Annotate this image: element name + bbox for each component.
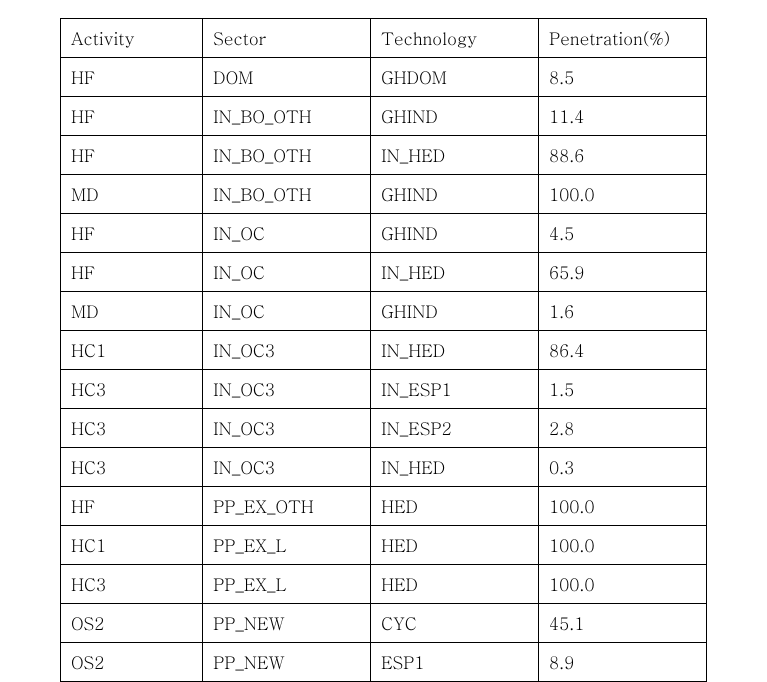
table-row: HC3 IN_OC3 IN_ESP2 2.8 xyxy=(61,409,707,448)
cell-sector: PP_EX_L xyxy=(203,565,371,604)
cell-technology: GHIND xyxy=(371,175,539,214)
col-penetration: Penetration(%) xyxy=(539,19,707,58)
cell-penetration: 100.0 xyxy=(539,175,707,214)
cell-penetration: 4.5 xyxy=(539,214,707,253)
table-row: HC1 IN_OC3 IN_HED 86.4 xyxy=(61,331,707,370)
cell-sector: IN_BO_OTH xyxy=(203,136,371,175)
col-activity: Activity xyxy=(61,19,203,58)
cell-sector: IN_OC xyxy=(203,214,371,253)
cell-activity: HF xyxy=(61,58,203,97)
table-row: HF IN_OC GHIND 4.5 xyxy=(61,214,707,253)
cell-sector: IN_OC3 xyxy=(203,448,371,487)
cell-activity: OS2 xyxy=(61,604,203,643)
cell-penetration: 11.4 xyxy=(539,97,707,136)
cell-penetration: 1.5 xyxy=(539,370,707,409)
table-row: HC3 IN_OC3 IN_HED 0.3 xyxy=(61,448,707,487)
cell-activity: HC3 xyxy=(61,409,203,448)
cell-activity: HC3 xyxy=(61,448,203,487)
cell-sector: IN_BO_OTH xyxy=(203,175,371,214)
cell-sector: PP_NEW xyxy=(203,604,371,643)
table-row: OS2 PP_NEW ESP1 8.9 xyxy=(61,643,707,682)
col-technology: Technology xyxy=(371,19,539,58)
table-header-row: Activity Sector Technology Penetration(%… xyxy=(61,19,707,58)
cell-technology: HED xyxy=(371,487,539,526)
cell-activity: HF xyxy=(61,136,203,175)
col-sector: Sector xyxy=(203,19,371,58)
cell-penetration: 8.5 xyxy=(539,58,707,97)
cell-penetration: 2.8 xyxy=(539,409,707,448)
cell-activity: HF xyxy=(61,253,203,292)
cell-activity: HC1 xyxy=(61,526,203,565)
cell-activity: HC3 xyxy=(61,565,203,604)
cell-activity: HF xyxy=(61,97,203,136)
cell-technology: IN_ESP2 xyxy=(371,409,539,448)
cell-sector: IN_BO_OTH xyxy=(203,97,371,136)
cell-technology: IN_HED xyxy=(371,331,539,370)
cell-penetration: 86.4 xyxy=(539,331,707,370)
cell-activity: OS2 xyxy=(61,643,203,682)
table-row: HF DOM GHDOM 8.5 xyxy=(61,58,707,97)
cell-sector: IN_OC3 xyxy=(203,370,371,409)
cell-technology: HED xyxy=(371,565,539,604)
cell-activity: HF xyxy=(61,214,203,253)
table-row: HC1 PP_EX_L HED 100.0 xyxy=(61,526,707,565)
table-row: HC3 PP_EX_L HED 100.0 xyxy=(61,565,707,604)
cell-activity: HC1 xyxy=(61,331,203,370)
page: Activity Sector Technology Penetration(%… xyxy=(0,0,767,673)
cell-technology: IN_HED xyxy=(371,253,539,292)
table-row: HF PP_EX_OTH HED 100.0 xyxy=(61,487,707,526)
cell-sector: PP_NEW xyxy=(203,643,371,682)
cell-technology: GHIND xyxy=(371,97,539,136)
cell-activity: HC3 xyxy=(61,370,203,409)
table-row: MD IN_BO_OTH GHIND 100.0 xyxy=(61,175,707,214)
table-row: HF IN_BO_OTH GHIND 11.4 xyxy=(61,97,707,136)
cell-penetration: 88.6 xyxy=(539,136,707,175)
cell-sector: IN_OC3 xyxy=(203,331,371,370)
cell-technology: IN_ESP1 xyxy=(371,370,539,409)
cell-sector: IN_OC xyxy=(203,253,371,292)
cell-penetration: 45.1 xyxy=(539,604,707,643)
cell-sector: IN_OC3 xyxy=(203,409,371,448)
cell-technology: HED xyxy=(371,526,539,565)
cell-sector: PP_EX_OTH xyxy=(203,487,371,526)
cell-penetration: 0.3 xyxy=(539,448,707,487)
table-row: HF IN_BO_OTH IN_HED 88.6 xyxy=(61,136,707,175)
cell-technology: CYC xyxy=(371,604,539,643)
cell-sector: PP_EX_L xyxy=(203,526,371,565)
penetration-table: Activity Sector Technology Penetration(%… xyxy=(60,18,707,682)
table-row: OS2 PP_NEW CYC 45.1 xyxy=(61,604,707,643)
cell-penetration: 100.0 xyxy=(539,526,707,565)
cell-technology: IN_HED xyxy=(371,448,539,487)
cell-technology: IN_HED xyxy=(371,136,539,175)
cell-activity: HF xyxy=(61,487,203,526)
table-row: HC3 IN_OC3 IN_ESP1 1.5 xyxy=(61,370,707,409)
cell-sector: DOM xyxy=(203,58,371,97)
cell-technology: GHDOM xyxy=(371,58,539,97)
cell-penetration: 100.0 xyxy=(539,487,707,526)
cell-penetration: 8.9 xyxy=(539,643,707,682)
cell-activity: MD xyxy=(61,175,203,214)
cell-technology: GHIND xyxy=(371,214,539,253)
cell-penetration: 65.9 xyxy=(539,253,707,292)
cell-penetration: 1.6 xyxy=(539,292,707,331)
cell-technology: ESP1 xyxy=(371,643,539,682)
cell-penetration: 100.0 xyxy=(539,565,707,604)
table-row: HF IN_OC IN_HED 65.9 xyxy=(61,253,707,292)
cell-sector: IN_OC xyxy=(203,292,371,331)
cell-technology: GHIND xyxy=(371,292,539,331)
table-row: MD IN_OC GHIND 1.6 xyxy=(61,292,707,331)
cell-activity: MD xyxy=(61,292,203,331)
